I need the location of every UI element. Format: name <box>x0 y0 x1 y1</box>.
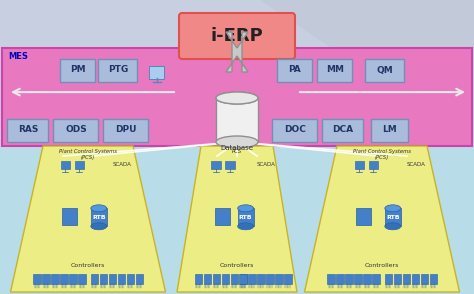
FancyBboxPatch shape <box>430 274 438 284</box>
FancyBboxPatch shape <box>213 274 220 284</box>
FancyBboxPatch shape <box>91 208 107 226</box>
FancyBboxPatch shape <box>61 59 95 81</box>
FancyBboxPatch shape <box>356 208 372 225</box>
FancyBboxPatch shape <box>248 274 255 284</box>
Text: RTB: RTB <box>92 215 106 220</box>
Ellipse shape <box>91 205 107 212</box>
FancyBboxPatch shape <box>149 66 164 78</box>
FancyBboxPatch shape <box>337 274 344 284</box>
FancyBboxPatch shape <box>0 126 474 294</box>
Ellipse shape <box>216 92 258 104</box>
FancyBboxPatch shape <box>385 208 401 226</box>
FancyBboxPatch shape <box>257 274 264 284</box>
Text: DPU: DPU <box>115 126 137 134</box>
Text: PTG: PTG <box>108 66 128 74</box>
Polygon shape <box>177 146 297 292</box>
Ellipse shape <box>237 205 254 212</box>
FancyBboxPatch shape <box>355 274 362 284</box>
FancyBboxPatch shape <box>284 274 292 284</box>
FancyBboxPatch shape <box>61 161 70 169</box>
Text: RAS: RAS <box>18 126 38 134</box>
Polygon shape <box>226 32 248 72</box>
Text: MM: MM <box>326 66 344 74</box>
FancyBboxPatch shape <box>34 274 41 284</box>
FancyBboxPatch shape <box>43 274 50 284</box>
Ellipse shape <box>385 205 401 212</box>
Text: LM: LM <box>383 126 397 134</box>
Text: MES: MES <box>8 52 28 61</box>
FancyBboxPatch shape <box>273 118 318 141</box>
FancyBboxPatch shape <box>179 13 295 59</box>
FancyBboxPatch shape <box>237 208 254 226</box>
Text: Controllers: Controllers <box>365 263 399 268</box>
FancyBboxPatch shape <box>99 59 137 81</box>
FancyBboxPatch shape <box>204 274 211 284</box>
Text: i-ERP: i-ERP <box>210 27 264 45</box>
FancyBboxPatch shape <box>421 274 428 284</box>
Text: QM: QM <box>377 66 393 74</box>
Text: Controllers: Controllers <box>71 263 105 268</box>
Text: DOC: DOC <box>284 126 306 134</box>
FancyBboxPatch shape <box>54 118 99 141</box>
Text: PA: PA <box>289 66 301 74</box>
FancyBboxPatch shape <box>369 161 378 169</box>
FancyBboxPatch shape <box>52 274 59 284</box>
Ellipse shape <box>237 223 254 230</box>
FancyBboxPatch shape <box>328 274 335 284</box>
FancyBboxPatch shape <box>195 274 202 284</box>
FancyBboxPatch shape <box>100 274 108 284</box>
Ellipse shape <box>385 223 401 230</box>
Ellipse shape <box>91 223 107 230</box>
FancyBboxPatch shape <box>394 274 401 284</box>
FancyBboxPatch shape <box>226 161 235 169</box>
FancyBboxPatch shape <box>2 48 472 146</box>
FancyBboxPatch shape <box>75 161 84 169</box>
FancyBboxPatch shape <box>136 274 144 284</box>
FancyBboxPatch shape <box>275 274 283 284</box>
Text: SCADA: SCADA <box>112 161 131 166</box>
FancyBboxPatch shape <box>118 274 126 284</box>
Text: DCA: DCA <box>332 126 354 134</box>
Text: RTB: RTB <box>386 215 400 220</box>
FancyBboxPatch shape <box>211 161 221 169</box>
Text: Plant Control Systems
(PCS): Plant Control Systems (PCS) <box>59 149 117 160</box>
FancyBboxPatch shape <box>79 274 86 284</box>
Text: ODS: ODS <box>65 126 87 134</box>
Text: Database: Database <box>220 145 254 151</box>
Polygon shape <box>260 0 474 144</box>
FancyBboxPatch shape <box>91 274 99 284</box>
FancyBboxPatch shape <box>70 274 77 284</box>
Text: RTB: RTB <box>239 215 253 220</box>
FancyBboxPatch shape <box>109 274 117 284</box>
FancyBboxPatch shape <box>216 98 258 142</box>
Text: Controllers: Controllers <box>220 263 254 268</box>
Text: SCADA: SCADA <box>257 161 276 166</box>
FancyBboxPatch shape <box>355 161 365 169</box>
Text: SCADA: SCADA <box>407 161 425 166</box>
FancyBboxPatch shape <box>318 59 353 81</box>
Ellipse shape <box>216 92 258 104</box>
Text: Plant Control Systems
(PCS): Plant Control Systems (PCS) <box>353 149 411 160</box>
FancyBboxPatch shape <box>403 274 410 284</box>
FancyBboxPatch shape <box>63 208 78 225</box>
FancyBboxPatch shape <box>231 274 238 284</box>
Text: PCS: PCS <box>232 149 242 154</box>
FancyBboxPatch shape <box>61 274 68 284</box>
Text: PM: PM <box>70 66 86 74</box>
FancyBboxPatch shape <box>322 118 364 141</box>
FancyBboxPatch shape <box>8 118 48 141</box>
FancyBboxPatch shape <box>385 274 392 284</box>
FancyBboxPatch shape <box>373 274 380 284</box>
FancyBboxPatch shape <box>364 274 371 284</box>
FancyBboxPatch shape <box>372 118 409 141</box>
FancyBboxPatch shape <box>103 118 148 141</box>
FancyBboxPatch shape <box>365 59 404 81</box>
FancyBboxPatch shape <box>127 274 135 284</box>
FancyBboxPatch shape <box>266 274 273 284</box>
FancyBboxPatch shape <box>346 274 353 284</box>
FancyBboxPatch shape <box>239 274 246 284</box>
Polygon shape <box>304 146 459 292</box>
FancyBboxPatch shape <box>215 208 230 225</box>
FancyBboxPatch shape <box>240 274 247 284</box>
